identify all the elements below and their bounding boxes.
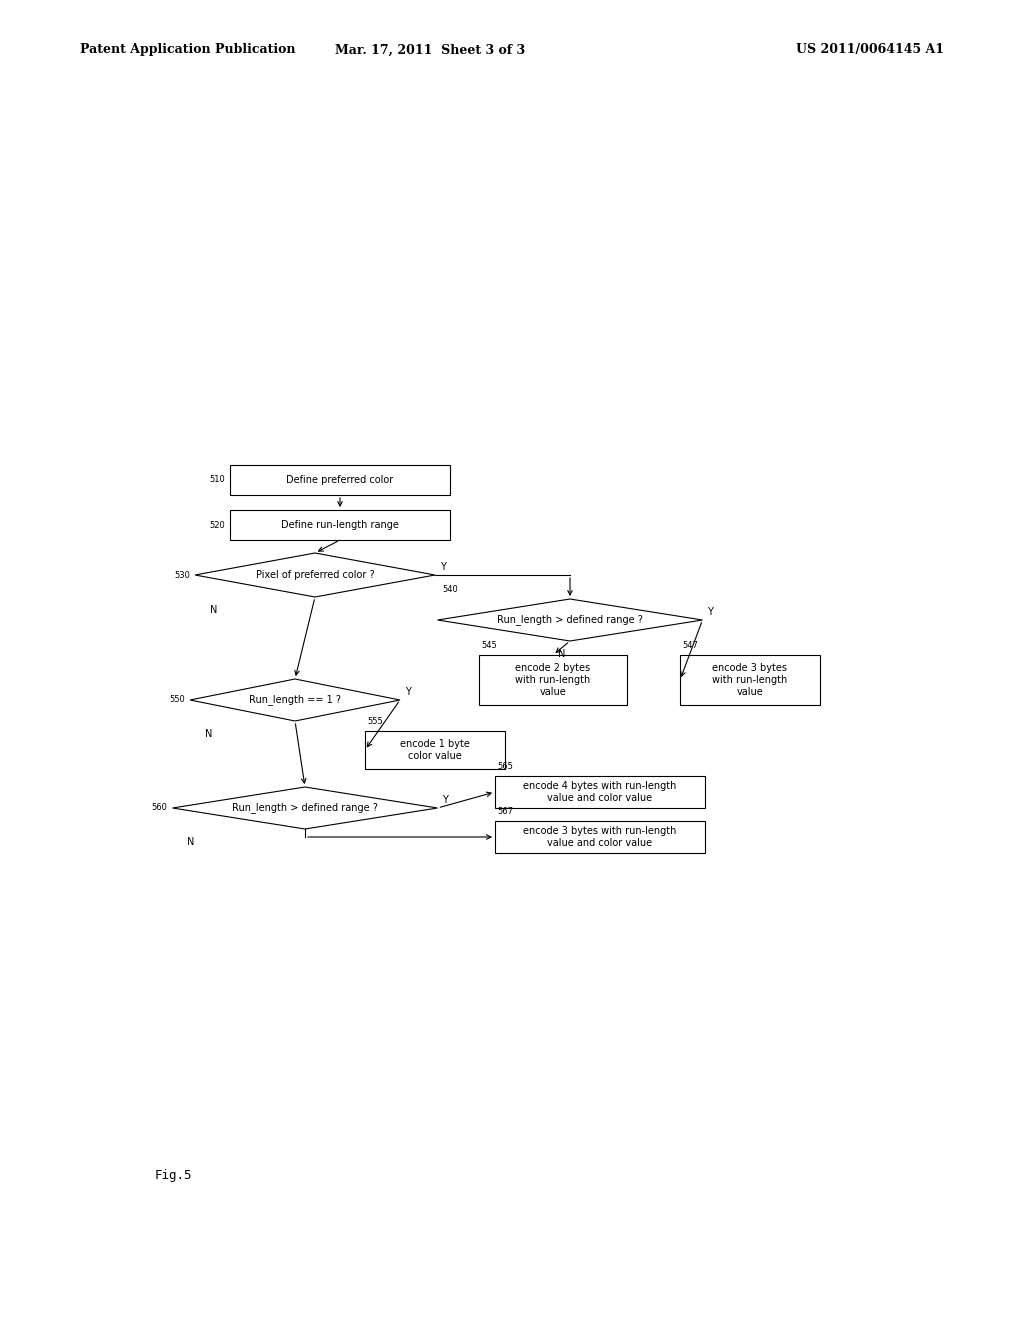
Text: encode 3 bytes
with run-length
value: encode 3 bytes with run-length value (713, 664, 787, 697)
Polygon shape (172, 787, 437, 829)
Polygon shape (190, 678, 400, 721)
Text: encode 2 bytes
with run-length
value: encode 2 bytes with run-length value (515, 664, 591, 697)
Text: Mar. 17, 2011  Sheet 3 of 3: Mar. 17, 2011 Sheet 3 of 3 (335, 44, 525, 57)
Text: encode 1 byte
color value: encode 1 byte color value (400, 739, 470, 760)
Text: 565: 565 (497, 762, 513, 771)
Text: Fig.5: Fig.5 (155, 1168, 193, 1181)
Text: 550: 550 (169, 696, 185, 705)
FancyBboxPatch shape (479, 655, 627, 705)
Text: Run_length > defined range ?: Run_length > defined range ? (232, 803, 378, 813)
Text: encode 4 bytes with run-length
value and color value: encode 4 bytes with run-length value and… (523, 781, 677, 803)
Text: Y: Y (708, 607, 714, 616)
FancyBboxPatch shape (495, 821, 705, 853)
Text: Define run-length range: Define run-length range (281, 520, 399, 531)
Text: Y: Y (442, 795, 449, 805)
Text: Define preferred color: Define preferred color (287, 475, 393, 484)
Text: Y: Y (440, 562, 445, 572)
Polygon shape (437, 599, 702, 642)
FancyBboxPatch shape (365, 731, 505, 770)
Text: N: N (210, 605, 217, 615)
Text: 567: 567 (497, 807, 513, 816)
FancyBboxPatch shape (495, 776, 705, 808)
Text: 520: 520 (209, 520, 225, 529)
Text: US 2011/0064145 A1: US 2011/0064145 A1 (796, 44, 944, 57)
Text: Y: Y (406, 686, 411, 697)
Text: 530: 530 (174, 570, 190, 579)
Text: Run_length == 1 ?: Run_length == 1 ? (249, 694, 341, 705)
Text: N: N (558, 649, 565, 659)
Polygon shape (195, 553, 435, 597)
Text: 555: 555 (367, 717, 383, 726)
Text: Run_length > defined range ?: Run_length > defined range ? (497, 615, 643, 626)
Text: Pixel of preferred color ?: Pixel of preferred color ? (256, 570, 375, 579)
Text: 510: 510 (209, 475, 225, 484)
Text: N: N (205, 729, 212, 739)
FancyBboxPatch shape (680, 655, 820, 705)
Text: 545: 545 (481, 642, 497, 649)
Text: N: N (187, 837, 195, 847)
Text: encode 3 bytes with run-length
value and color value: encode 3 bytes with run-length value and… (523, 826, 677, 847)
Text: Patent Application Publication: Patent Application Publication (80, 44, 296, 57)
Text: 560: 560 (152, 804, 168, 813)
Text: 547: 547 (682, 642, 698, 649)
FancyBboxPatch shape (230, 465, 450, 495)
FancyBboxPatch shape (230, 510, 450, 540)
Text: 540: 540 (442, 585, 459, 594)
